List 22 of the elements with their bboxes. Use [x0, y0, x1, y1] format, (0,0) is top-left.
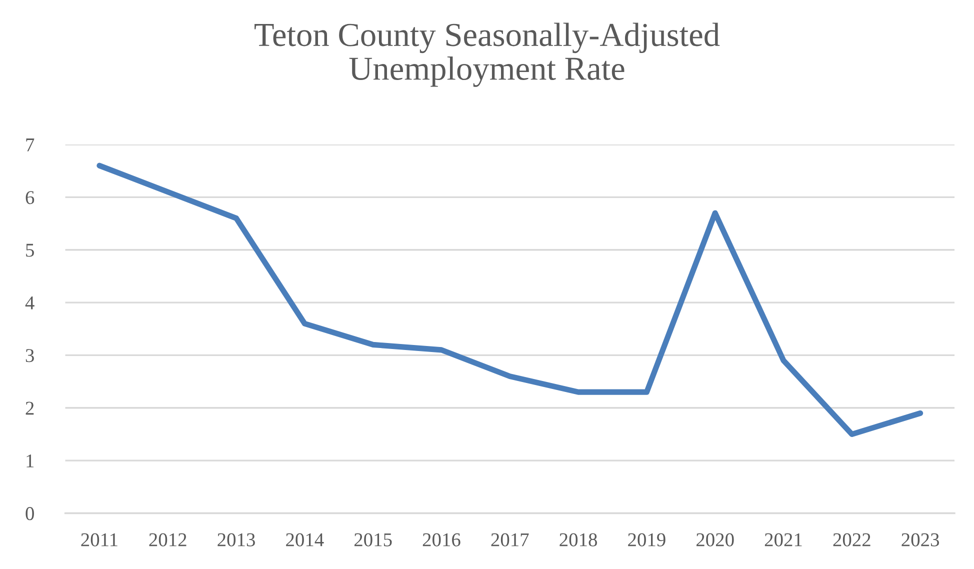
x-tick-label: 2022: [833, 533, 870, 546]
y-tick-label: 6: [26, 191, 34, 204]
x-tick-label: 2013: [218, 533, 255, 546]
y-tick-label: 0: [26, 507, 34, 520]
x-tick-label: 2019: [628, 533, 666, 546]
x-tick-label: 2020: [696, 533, 734, 546]
y-tick-label: 4: [25, 296, 34, 310]
x-tick-label: 2018: [560, 533, 597, 546]
x-tick-label: 2014: [286, 533, 324, 546]
x-tick-label: 2016: [422, 533, 460, 546]
y-tick-label: 7: [26, 138, 34, 152]
x-tick-label: 2015: [354, 533, 392, 546]
y-tick-label: 5: [26, 244, 34, 257]
y-tick-label: 2: [26, 402, 34, 415]
x-tick-label: 2017: [491, 533, 529, 546]
y-tick-label: 3: [26, 349, 34, 362]
chart-title: Teton County Seasonally-Adjusted Unemployment Rate: [254, 22, 720, 87]
x-tick-label: 2023: [902, 533, 939, 546]
x-tick-label: 2011: [81, 533, 118, 546]
x-tick-label: 2021: [764, 533, 802, 546]
y-tick-label: 1: [26, 454, 34, 468]
x-tick-label: 2012: [149, 533, 186, 546]
